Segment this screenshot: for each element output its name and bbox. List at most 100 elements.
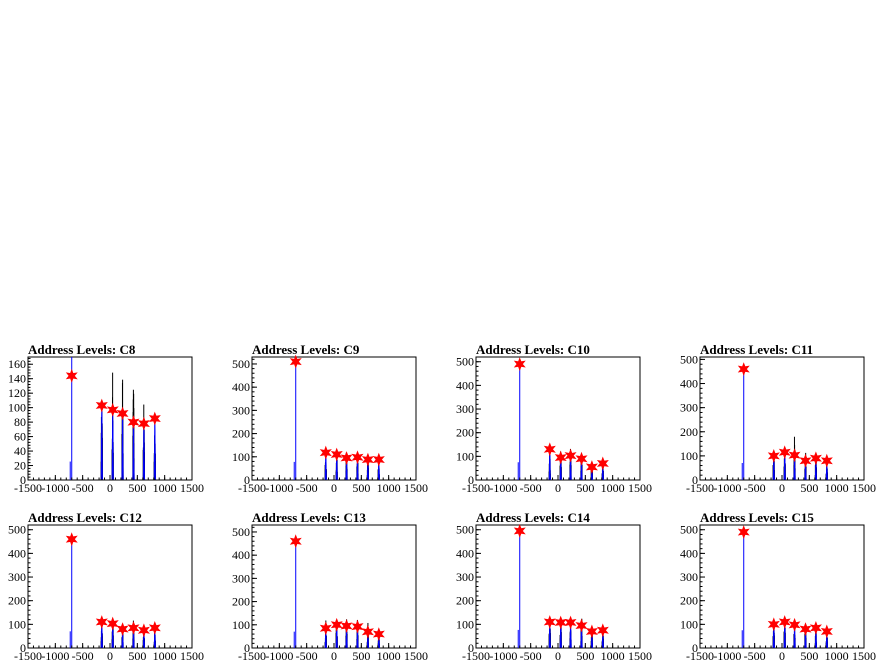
y-tick-label: 200 (680, 594, 698, 608)
panel-title: Address Levels: C8 (28, 342, 136, 357)
peak-marker-star (788, 617, 801, 632)
peak-marker-star (564, 615, 577, 630)
peak-marker-star (148, 411, 161, 426)
fit-curve (111, 409, 114, 480)
x-tick-label: -1000 (489, 649, 517, 663)
panel-c12: Address Levels: C12 0 100 200 300 400 500 -1500… (8, 510, 204, 663)
peak-marker-star (767, 617, 780, 632)
panel-c8: Address Levels: C8020406080100120140160-… (8, 342, 204, 495)
y-tick-label: 300 (456, 570, 474, 584)
y-tick-label: 0 (468, 473, 474, 487)
x-tick-label: 1000 (825, 481, 849, 495)
panel-c9: Address Levels: C90100200300400500-1500-… (232, 342, 428, 495)
y-tick-label: 100 (680, 449, 698, 463)
y-tick-label: 0 (468, 641, 474, 655)
x-tick-label: -1500 (686, 481, 714, 495)
x-tick-label: 500 (128, 649, 146, 663)
x-tick-label: 500 (128, 481, 146, 495)
peak-marker-star (65, 532, 78, 547)
y-tick-label: 200 (456, 594, 474, 608)
y-tick-label: 200 (456, 426, 474, 440)
panel-title: Address Levels: C10 (476, 342, 590, 357)
x-tick-label: 500 (800, 649, 818, 663)
peak-marker-star (820, 453, 833, 468)
y-tick-label: 300 (680, 570, 698, 584)
y-tick-label: 500 (456, 523, 474, 537)
peak-marker-star (289, 534, 302, 549)
x-tick-label: 1500 (180, 481, 204, 495)
panel-title: Address Levels: C15 (700, 510, 814, 525)
x-tick-label: -1000 (489, 481, 517, 495)
peak-marker-star (340, 451, 353, 465)
y-tick-label: 500 (232, 525, 250, 539)
fit-curve (153, 418, 157, 480)
x-tick-label: 1000 (153, 481, 177, 495)
y-tick-label: 100 (456, 617, 474, 631)
peak-marker-star (148, 620, 161, 635)
x-tick-label: 1000 (153, 649, 177, 663)
x-tick-label: -1500 (238, 649, 266, 663)
fit-curve (142, 423, 146, 480)
fit-curve (100, 405, 104, 480)
peak-marker-star (737, 362, 750, 377)
x-tick-label: 1500 (852, 481, 876, 495)
y-tick-label: 200 (680, 425, 698, 439)
x-tick-label: 500 (352, 481, 370, 495)
peak-marker-star (554, 615, 567, 630)
y-tick-label: 300 (232, 571, 250, 585)
peak-marker-star (809, 451, 822, 466)
peak-marker-star (330, 447, 343, 462)
fit-curve (132, 422, 135, 480)
x-tick-label: 500 (352, 649, 370, 663)
y-tick-label: 40 (14, 444, 26, 458)
plot-frame (27, 524, 193, 649)
x-tick-label: -1500 (14, 481, 42, 495)
x-tick-label: 1500 (628, 481, 652, 495)
peak-marker-star (137, 416, 150, 431)
x-tick-label: 1500 (852, 649, 876, 663)
x-tick-label: -500 (744, 481, 766, 495)
x-tick-label: 1500 (404, 481, 428, 495)
panel-title: Address Levels: C14 (476, 510, 590, 525)
y-tick-label: 100 (8, 617, 26, 631)
peak-marker-star (319, 445, 332, 460)
y-tick-label: 100 (680, 617, 698, 631)
peak-marker-star (127, 415, 140, 430)
peak-marker-star (289, 354, 302, 369)
plot-frame (475, 356, 641, 481)
peak-marker-star (95, 398, 108, 413)
plot-frame (699, 356, 865, 481)
y-tick-label: 300 (8, 570, 26, 584)
x-tick-label: 1000 (601, 481, 625, 495)
y-tick-label: 300 (680, 401, 698, 415)
y-tick-label: 0 (692, 473, 698, 487)
plot-frame (251, 524, 417, 649)
x-tick-label: -500 (744, 649, 766, 663)
y-tick-label: 500 (8, 523, 26, 537)
y-tick-label: 500 (680, 352, 698, 366)
x-tick-label: -500 (296, 649, 318, 663)
panel-title: Address Levels: C13 (252, 510, 366, 525)
peak-marker-star (372, 452, 385, 467)
y-tick-label: 400 (8, 546, 26, 560)
peak-marker-star (361, 452, 374, 467)
y-tick-label: 400 (456, 378, 474, 392)
y-tick-label: 0 (244, 473, 250, 487)
peak-marker-star (596, 623, 609, 638)
y-tick-label: 500 (680, 523, 698, 537)
x-tick-label: -1000 (265, 649, 293, 663)
peak-marker-star (116, 406, 129, 421)
plot-frame (27, 356, 193, 481)
peak-marker-star (513, 523, 526, 538)
peak-marker-star (351, 619, 364, 634)
panel-c15: Address Levels: C15 0 100 200 300 400 500 -1500… (680, 510, 876, 663)
y-tick-label: 100 (232, 618, 250, 632)
x-tick-label: -500 (72, 649, 94, 663)
peak-marker-star (543, 615, 556, 629)
x-tick-label: -1500 (686, 649, 714, 663)
y-tick-label: 200 (232, 595, 250, 609)
peak-marker-star (585, 460, 598, 474)
peak-marker-star (799, 622, 812, 637)
x-tick-label: -1500 (14, 649, 42, 663)
panel-c14: Address Levels: C14 0 100 200 300 400 500 -1500… (456, 510, 652, 663)
